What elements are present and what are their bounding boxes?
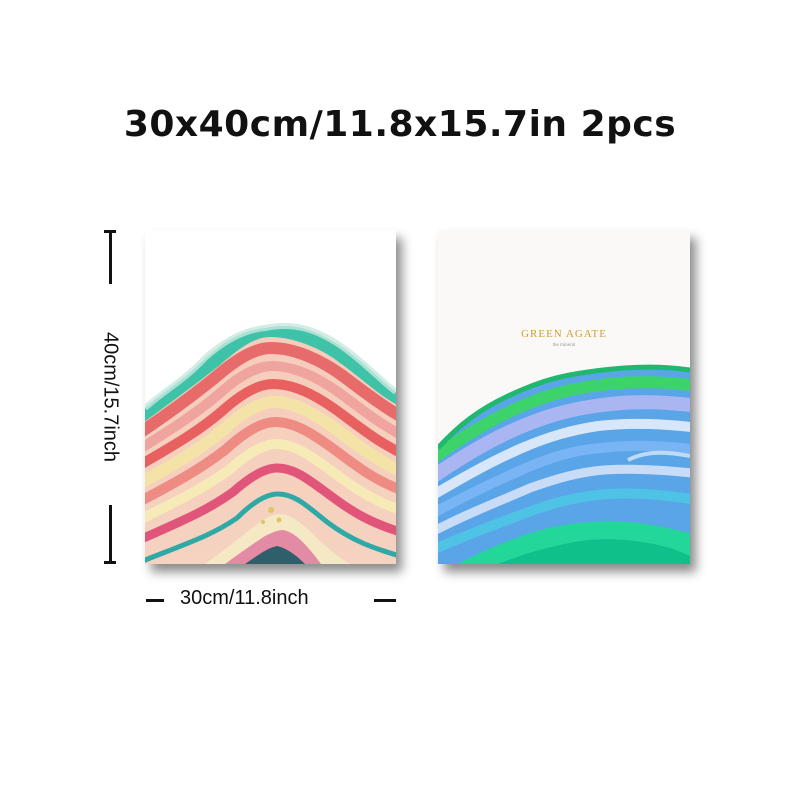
pink-agate-poster — [145, 230, 396, 564]
height-marker-line-top — [109, 230, 112, 284]
width-marker-right — [374, 599, 396, 602]
height-marker-line-bottom — [109, 505, 112, 563]
green-agate-artwork — [438, 364, 690, 564]
height-dimension-label: 40cm/15.7inch — [99, 331, 122, 463]
green-agate-poster: GREEN AGATE the mineral — [438, 230, 690, 564]
poster-subtitle: the mineral — [552, 343, 576, 348]
width-marker-left — [146, 599, 164, 602]
height-marker-bottom-cap — [104, 561, 116, 564]
poster-title: GREEN AGATE — [521, 328, 607, 340]
width-dimension-label: 30cm/11.8inch — [180, 587, 309, 609]
product-size-heading: 30x40cm/11.8x15.7in 2pcs — [123, 104, 677, 145]
pink-agate-artwork — [145, 230, 396, 564]
